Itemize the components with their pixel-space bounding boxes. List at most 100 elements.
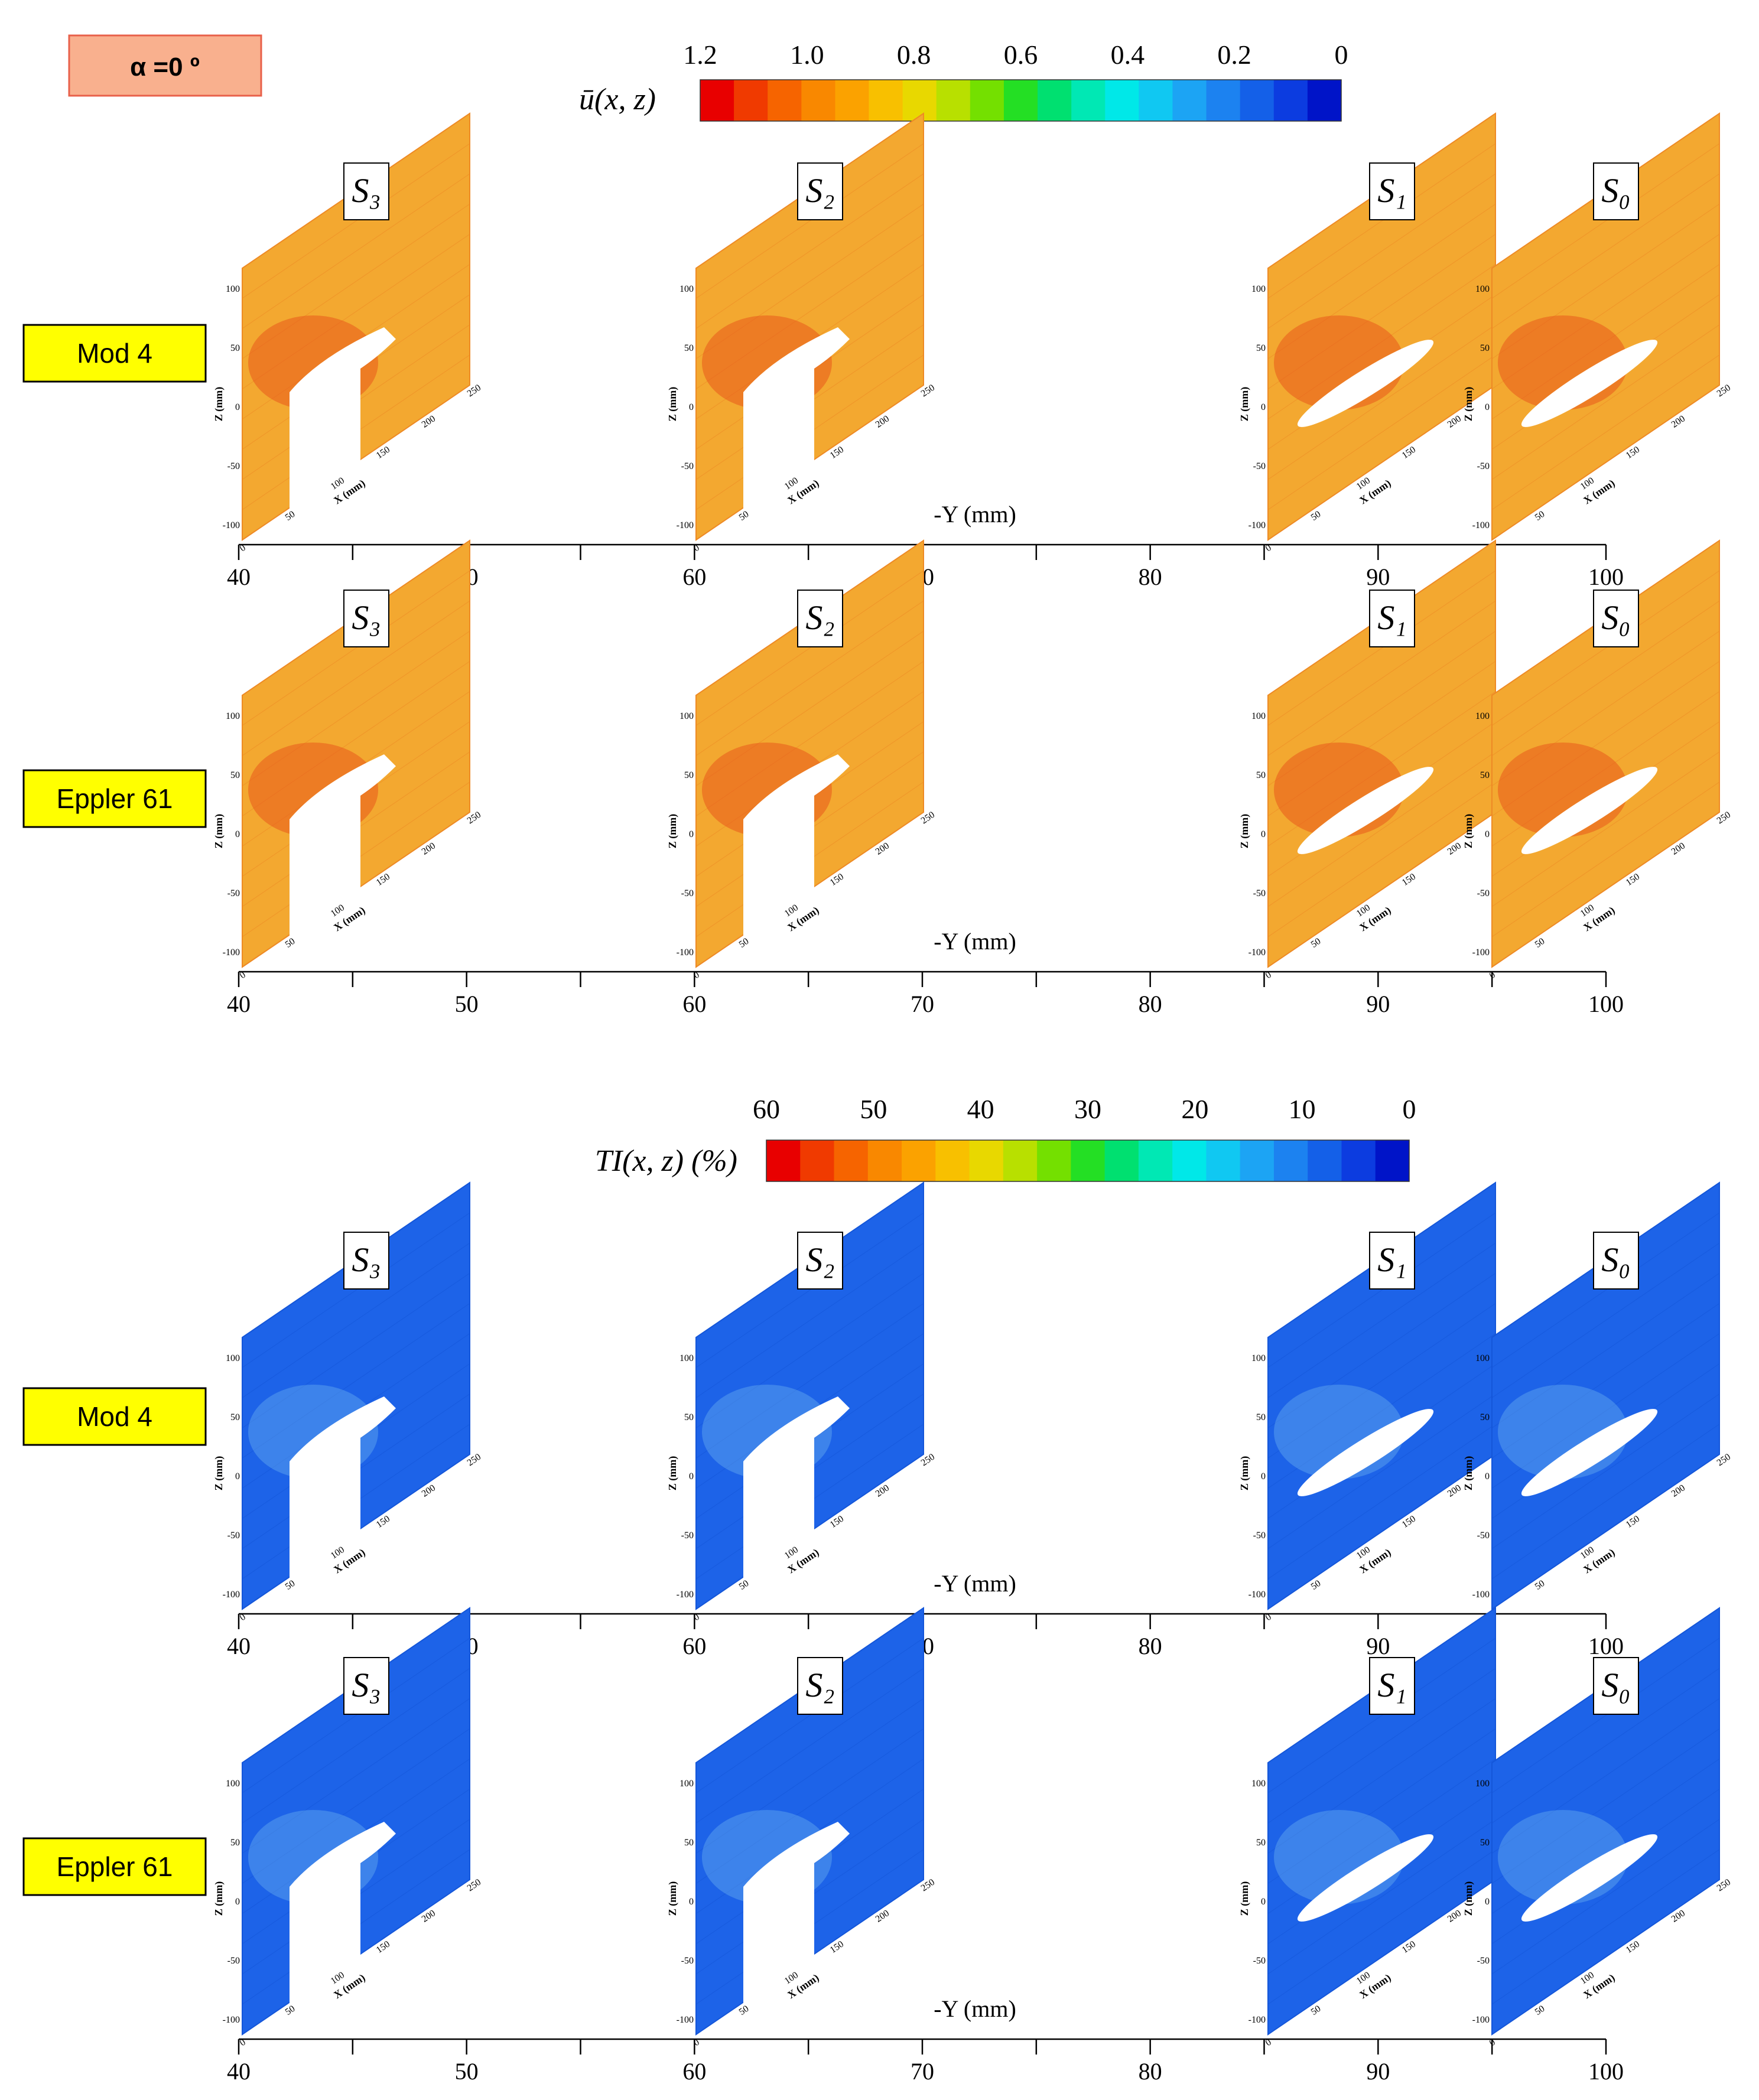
plane-z-tick: 0 bbox=[1261, 829, 1266, 839]
y-axis-tick-label: 70 bbox=[911, 2058, 934, 2085]
y-axis-tick-label: 50 bbox=[455, 991, 479, 1017]
flow-line bbox=[1491, 751, 1720, 907]
plane-z-tick: 0 bbox=[689, 1471, 694, 1482]
angle-label: α =0 º bbox=[130, 53, 200, 82]
flow-line bbox=[1491, 570, 1720, 726]
flow-line bbox=[1491, 782, 1720, 937]
y-axis-tick-label: 60 bbox=[682, 1633, 706, 1659]
colorbar-segment bbox=[1308, 1140, 1342, 1181]
plane-z-tick: 100 bbox=[1251, 284, 1266, 294]
plane-z-label: Z (mm) bbox=[213, 1881, 225, 1916]
flow-line bbox=[1491, 1394, 1720, 1549]
flow-line bbox=[695, 570, 924, 726]
section-label: S₂ bbox=[805, 1666, 834, 1704]
section-label: S₂ bbox=[805, 1241, 834, 1279]
colorbar-segment bbox=[1105, 80, 1139, 121]
plane-z-label: Z (mm) bbox=[666, 387, 679, 421]
plane-x-tick: 50 bbox=[284, 1578, 297, 1592]
y-axis-tick-label: 80 bbox=[1139, 1633, 1162, 1659]
plane-z-tick: 50 bbox=[230, 343, 240, 353]
plane-z-tick: 100 bbox=[226, 711, 240, 721]
plane-x-tick: 50 bbox=[284, 509, 297, 523]
colorbar-segment bbox=[1003, 80, 1038, 121]
plane-z-tick: -100 bbox=[1472, 520, 1490, 530]
plane-z-tick: -50 bbox=[1477, 1531, 1490, 1541]
y-axis-tick-label: 90 bbox=[1366, 1633, 1390, 1659]
plane-z-tick: 50 bbox=[230, 1412, 240, 1422]
y-axis-tick-label: 40 bbox=[227, 991, 251, 1017]
colorbar-tick-label: 0 bbox=[1403, 1094, 1416, 1124]
colorbar-segment bbox=[1172, 1140, 1207, 1181]
section-label: S₂ bbox=[805, 598, 834, 637]
section-label: S₀ bbox=[1601, 1666, 1630, 1704]
colorbar-segment bbox=[734, 80, 768, 121]
colorbar-tick-label: 60 bbox=[753, 1094, 780, 1124]
plane-z-label: Z (mm) bbox=[666, 1456, 679, 1490]
flow-line bbox=[242, 600, 470, 756]
colorbar-segment bbox=[935, 1140, 970, 1181]
colorbar-segment bbox=[834, 1140, 869, 1181]
y-axis-tick-label: 100 bbox=[1588, 991, 1624, 1017]
section-label: S₃ bbox=[352, 598, 381, 637]
flow-line bbox=[695, 143, 924, 299]
plane-z-tick: 50 bbox=[1256, 1838, 1266, 1848]
plane-x-tick: 50 bbox=[1309, 1578, 1323, 1592]
plane-z-tick: 50 bbox=[1256, 1412, 1266, 1422]
plane-z-tick: -100 bbox=[1248, 2015, 1266, 2025]
plane-z-tick: -50 bbox=[1477, 888, 1490, 898]
plane-x-tick: 50 bbox=[737, 1578, 751, 1592]
flow-line bbox=[1267, 1728, 1496, 1884]
colorbar-frame bbox=[766, 1139, 1410, 1182]
flow-line bbox=[1267, 1759, 1496, 1915]
flow-line bbox=[1491, 1759, 1720, 1915]
plane-z-label: Z (mm) bbox=[1238, 1881, 1251, 1916]
colorbar-segment bbox=[1240, 80, 1274, 121]
colorbar-tick-label: 10 bbox=[1289, 1094, 1316, 1124]
colorbar-segment bbox=[1240, 1140, 1274, 1181]
plane-z-tick: -100 bbox=[677, 1590, 694, 1600]
colorbar-segment bbox=[1273, 1140, 1308, 1181]
colorbar-segment bbox=[1172, 80, 1207, 121]
plane-z-label: Z (mm) bbox=[213, 814, 225, 848]
flow-line bbox=[242, 1242, 470, 1398]
plane-z-tick: -100 bbox=[677, 520, 694, 530]
y-axis-tick-label: 60 bbox=[682, 564, 706, 590]
row-label: Eppler 61 bbox=[57, 1851, 173, 1882]
plane-z-tick: 100 bbox=[1251, 1353, 1266, 1363]
flow-line bbox=[1267, 1242, 1496, 1398]
flow-line bbox=[242, 1728, 470, 1884]
section-label: S₁ bbox=[1377, 598, 1406, 637]
plane-x-tick: 50 bbox=[737, 936, 751, 950]
plane-z-tick: -50 bbox=[1253, 888, 1266, 898]
flow-line bbox=[1267, 173, 1496, 329]
plane-z-tick: -100 bbox=[677, 948, 694, 958]
colorbar-tick-label: 40 bbox=[967, 1094, 994, 1124]
plane-z-tick: -50 bbox=[227, 888, 240, 898]
flow-line bbox=[1267, 782, 1496, 937]
colorbar-segment bbox=[801, 80, 835, 121]
plane-z-tick: -50 bbox=[681, 461, 694, 471]
plane-x-tick: 50 bbox=[1533, 1578, 1547, 1592]
section-label-box bbox=[1593, 590, 1639, 647]
wake-cutout bbox=[1297, 1834, 1434, 1922]
colorbar-segment bbox=[969, 1140, 1004, 1181]
flow-line bbox=[695, 173, 924, 329]
y-axis-title: -Y (mm) bbox=[934, 1570, 1016, 1597]
plane-z-tick: 50 bbox=[684, 770, 694, 780]
y-axis-tick-label: 100 bbox=[1588, 1633, 1624, 1659]
y-axis-tick-label: 90 bbox=[1366, 2058, 1390, 2085]
plane-z-tick: 50 bbox=[1256, 770, 1266, 780]
plane-z-tick: -100 bbox=[223, 520, 240, 530]
colorbar-segment bbox=[1071, 80, 1106, 121]
angle-box bbox=[68, 34, 262, 97]
colorbar-segment bbox=[1071, 1140, 1106, 1181]
plane-z-tick: -100 bbox=[223, 2015, 240, 2025]
